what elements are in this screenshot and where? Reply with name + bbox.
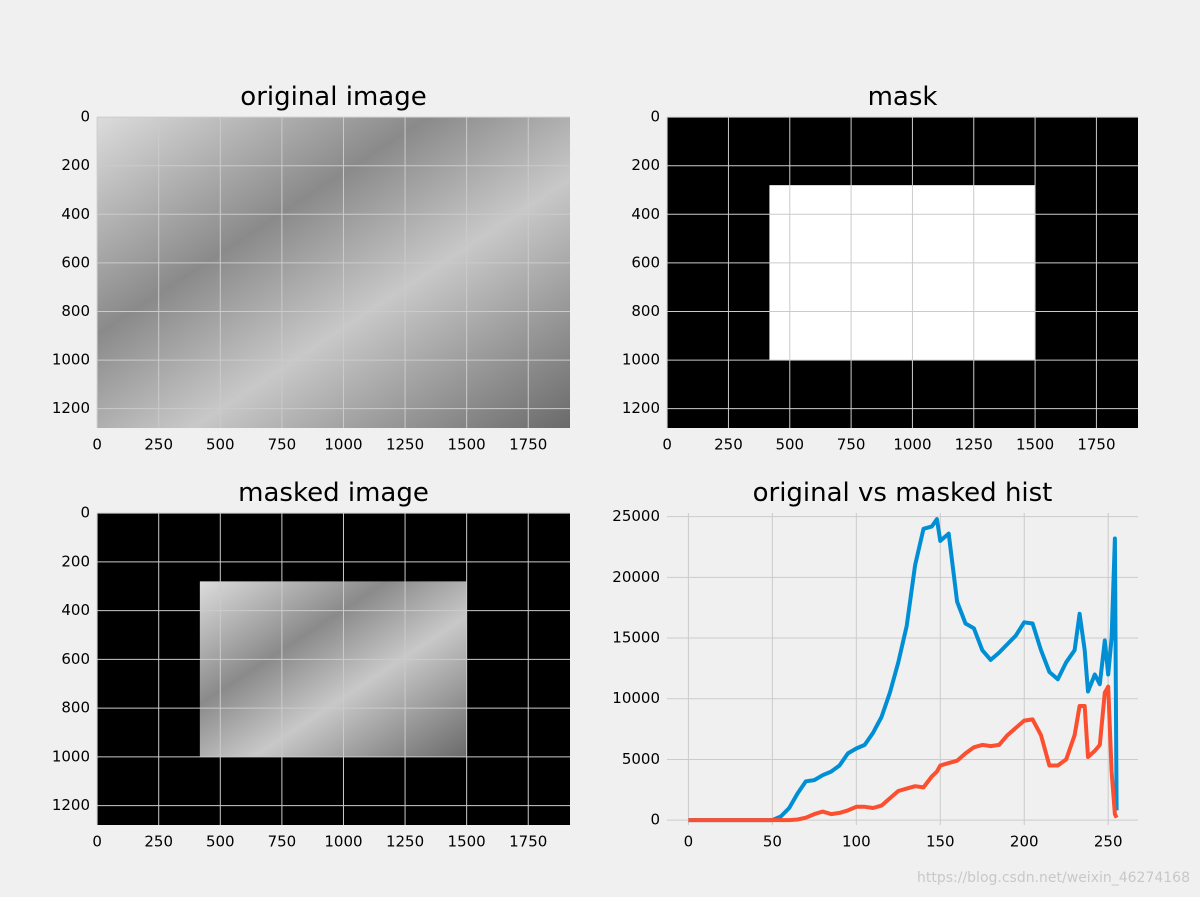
- y-tick-label: 15000: [612, 629, 660, 647]
- x-tick-label: 1500: [448, 833, 486, 851]
- y-tick-label: 5000: [622, 750, 660, 768]
- x-tick-label: 0: [92, 436, 102, 454]
- x-tick-label: 1500: [448, 436, 486, 454]
- y-tick-label: 800: [61, 699, 90, 717]
- y-tick-label: 0: [650, 108, 660, 126]
- x-tick-label: 1250: [386, 436, 424, 454]
- x-tick-label: 1750: [1077, 436, 1115, 454]
- y-tick-label: 400: [61, 205, 90, 223]
- y-tick-label: 25000: [612, 507, 660, 525]
- y-tick-label: 600: [631, 253, 660, 271]
- hist-line: [688, 684, 1119, 823]
- y-tick-label: 1000: [52, 351, 90, 369]
- y-tick-label: 600: [61, 253, 90, 271]
- y-tick-label: 0: [650, 811, 660, 829]
- x-tick-label: 0: [662, 436, 672, 454]
- y-tick-label: 400: [61, 601, 90, 619]
- x-tick-label: 750: [268, 833, 297, 851]
- y-tick-label: 1000: [52, 747, 90, 765]
- x-tick-label: 250: [144, 436, 173, 454]
- plot-area: [667, 513, 1138, 825]
- x-tick-label: 250: [714, 436, 743, 454]
- x-tick-label: 750: [837, 436, 866, 454]
- y-tick-label: 200: [61, 156, 90, 174]
- y-tick-label: 10000: [612, 689, 660, 707]
- x-tick-label: 250: [144, 833, 173, 851]
- x-tick-label: 0: [684, 833, 694, 851]
- subplot-title: masked image: [238, 478, 429, 508]
- x-tick-label: 750: [268, 436, 297, 454]
- x-tick-label: 0: [92, 833, 102, 851]
- x-tick-label: 150: [926, 833, 955, 851]
- x-tick-label: 1250: [386, 833, 424, 851]
- x-tick-label: 200: [1010, 833, 1039, 851]
- x-tick-label: 500: [775, 436, 804, 454]
- image: [97, 117, 570, 428]
- y-tick-label: 0: [80, 108, 90, 126]
- x-tick-label: 50: [763, 833, 782, 851]
- y-tick-label: 1200: [52, 796, 90, 814]
- x-tick-label: 500: [206, 436, 235, 454]
- y-tick-label: 1200: [52, 399, 90, 417]
- y-tick-label: 1200: [622, 399, 660, 417]
- y-tick-label: 200: [631, 156, 660, 174]
- y-tick-label: 800: [61, 302, 90, 320]
- y-tick-label: 200: [61, 552, 90, 570]
- x-tick-label: 1500: [1016, 436, 1054, 454]
- x-tick-label: 1000: [893, 436, 931, 454]
- y-tick-label: 800: [631, 302, 660, 320]
- y-tick-label: 1000: [622, 351, 660, 369]
- subplot-title: mask: [868, 82, 938, 112]
- hist-line: [688, 517, 1119, 823]
- y-tick-label: 20000: [612, 568, 660, 586]
- x-tick-label: 250: [1094, 833, 1123, 851]
- x-tick-label: 1750: [509, 436, 547, 454]
- subplot-title: original image: [240, 82, 426, 112]
- x-tick-label: 1250: [955, 436, 993, 454]
- y-tick-label: 0: [80, 504, 90, 522]
- watermark: https://blog.csdn.net/weixin_46274168: [917, 870, 1190, 886]
- x-tick-label: 1750: [509, 833, 547, 851]
- y-tick-label: 400: [631, 205, 660, 223]
- mask-region: [199, 581, 467, 757]
- x-tick-label: 1000: [324, 833, 362, 851]
- subplot-title: original vs masked hist: [753, 478, 1053, 508]
- x-tick-label: 500: [206, 833, 235, 851]
- x-tick-label: 1000: [324, 436, 362, 454]
- x-tick-label: 100: [842, 833, 871, 851]
- mask-region: [769, 185, 1036, 361]
- y-tick-label: 600: [61, 650, 90, 668]
